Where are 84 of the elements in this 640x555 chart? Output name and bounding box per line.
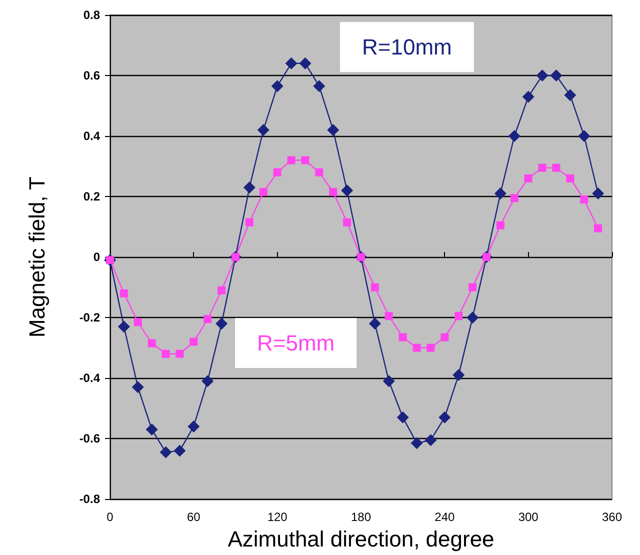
- point: [452, 369, 465, 382]
- point: [538, 164, 546, 172]
- point: [384, 312, 393, 320]
- point: [218, 286, 226, 294]
- point: [132, 381, 144, 394]
- point: [426, 344, 435, 352]
- y-tick-label: -0.2: [79, 310, 100, 325]
- point: [271, 80, 284, 92]
- point: [412, 344, 421, 352]
- point: [315, 168, 324, 176]
- point: [202, 375, 214, 388]
- x-tick-label: 120: [267, 510, 288, 524]
- point: [118, 320, 130, 333]
- point: [287, 156, 296, 164]
- point: [160, 446, 172, 458]
- point: [341, 184, 354, 196]
- point: [552, 164, 560, 172]
- point: [120, 289, 128, 298]
- point: [592, 188, 604, 200]
- point: [496, 221, 504, 230]
- text: R=10mm: [362, 34, 452, 60]
- point: [204, 315, 212, 324]
- point: [536, 70, 548, 82]
- y-tick-label: 0: [93, 250, 100, 264]
- text: R=5mm: [257, 330, 335, 356]
- y-axis-title: Magnetic field, T: [24, 176, 50, 338]
- y-tick-label: -0.8: [79, 492, 100, 506]
- x-axis-title: Azimuthal direction, degree: [228, 526, 494, 552]
- point: [466, 312, 479, 324]
- point: [468, 283, 477, 292]
- point: [329, 188, 338, 196]
- x-tick-label: 360: [602, 510, 622, 524]
- point: [245, 218, 254, 226]
- point: [134, 318, 142, 326]
- y-tick-label: 0.8: [83, 8, 100, 22]
- y-tick-label: -0.6: [79, 432, 100, 446]
- point: [190, 338, 198, 346]
- point: [424, 434, 437, 446]
- point: [327, 124, 340, 136]
- point: [440, 333, 449, 342]
- x-tick-label: 60: [186, 510, 201, 524]
- x-tick-label: 0: [106, 510, 114, 524]
- point: [524, 174, 532, 182]
- point: [216, 318, 228, 330]
- point: [508, 130, 520, 142]
- x-tick-label: 240: [434, 510, 455, 524]
- point: [313, 80, 326, 92]
- x-tick-label: 300: [518, 510, 539, 524]
- point: [580, 196, 588, 204]
- point: [398, 333, 407, 342]
- point: [176, 350, 184, 358]
- point: [522, 90, 534, 103]
- point: [566, 174, 574, 182]
- point: [273, 168, 282, 176]
- point: [410, 437, 423, 450]
- point: [243, 181, 256, 194]
- point: [174, 444, 186, 457]
- point: [454, 312, 463, 320]
- point: [343, 218, 352, 226]
- point: [564, 89, 576, 102]
- point: [257, 124, 270, 136]
- point: [370, 283, 379, 292]
- y-tick-label: 0.2: [83, 190, 100, 204]
- point: [301, 156, 310, 164]
- point: [299, 57, 312, 70]
- point: [594, 224, 602, 232]
- point: [494, 188, 506, 200]
- point: [510, 194, 518, 202]
- point: [550, 70, 562, 82]
- point: [396, 411, 409, 424]
- point: [259, 188, 268, 196]
- point: [162, 350, 170, 358]
- point: [148, 339, 156, 348]
- y-tick-label: -0.4: [79, 371, 100, 386]
- point: [368, 318, 381, 330]
- point: [382, 375, 395, 388]
- point: [438, 411, 451, 424]
- x-tick-label: 180: [350, 510, 372, 524]
- point: [578, 130, 590, 142]
- point: [285, 57, 298, 70]
- y-tick-label: 0.6: [83, 68, 100, 83]
- point: [146, 424, 158, 436]
- point: [188, 420, 200, 432]
- y-tick-label: 0.4: [83, 129, 100, 144]
